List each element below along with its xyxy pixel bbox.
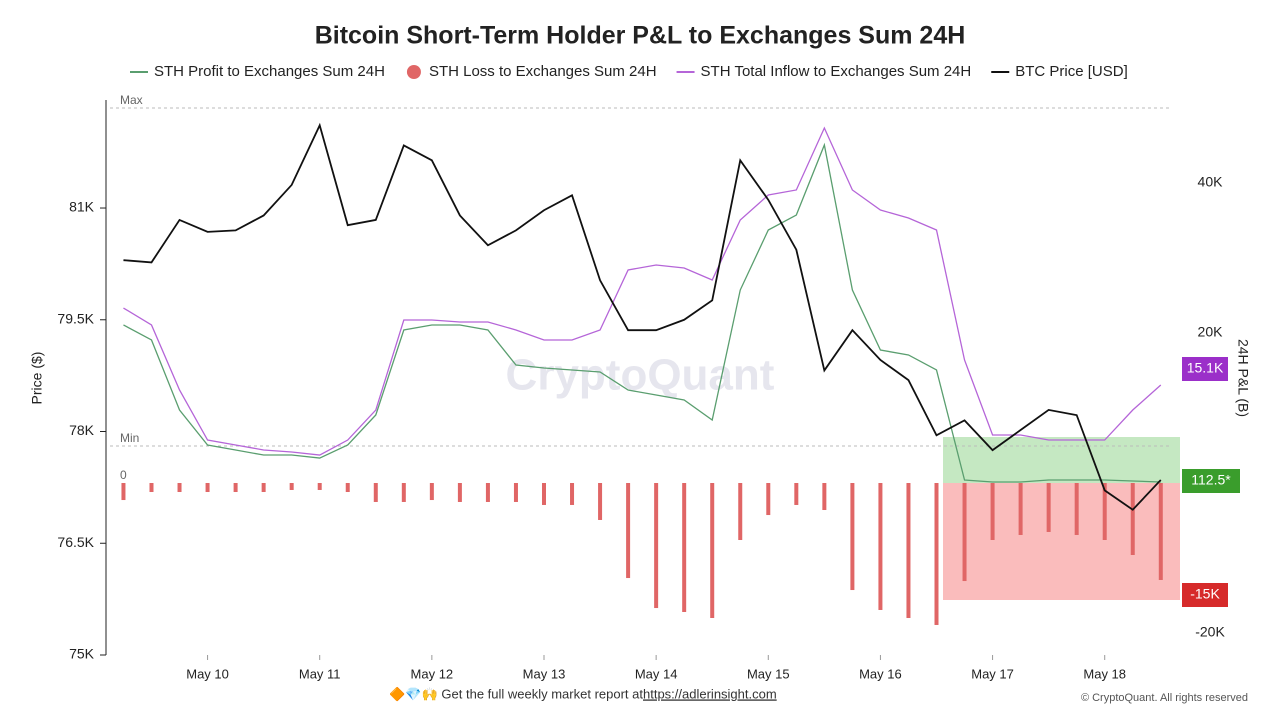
loss-bar bbox=[429, 483, 434, 501]
y-tick-label: 76.5K bbox=[57, 534, 94, 550]
x-tick-label: May 16 bbox=[859, 666, 902, 681]
max-label: Max bbox=[120, 93, 143, 107]
loss-bar bbox=[794, 483, 799, 505]
y-tick-label: 75K bbox=[69, 646, 95, 662]
x-tick-label: May 12 bbox=[411, 666, 454, 681]
x-tick-label: May 15 bbox=[747, 666, 790, 681]
y-tick-label: 79.5K bbox=[57, 310, 94, 326]
loss-bar bbox=[1102, 483, 1107, 541]
loss-bar bbox=[570, 483, 575, 505]
loss-bar bbox=[373, 483, 378, 502]
loss-bar bbox=[345, 483, 350, 493]
legend-label: STH Total Inflow to Exchanges Sum 24H bbox=[701, 63, 972, 80]
profit-zone bbox=[943, 437, 1180, 483]
loss-bar bbox=[1158, 483, 1163, 580]
y2-tick-label: 20K bbox=[1198, 324, 1224, 340]
loss-zone bbox=[943, 483, 1180, 600]
loss-tag-text: -15K bbox=[1190, 586, 1220, 602]
loss-bar bbox=[906, 483, 911, 619]
series-line bbox=[123, 126, 1162, 456]
loss-bar bbox=[934, 483, 939, 625]
y-tick-label: 81K bbox=[69, 199, 95, 215]
series-line bbox=[123, 122, 1162, 511]
loss-bar bbox=[261, 483, 266, 493]
inflow-tag bbox=[1182, 357, 1228, 381]
loss-bar bbox=[1018, 483, 1023, 535]
zero-label: 0 bbox=[120, 468, 127, 482]
loss-bar bbox=[149, 483, 154, 493]
loss-bar bbox=[513, 483, 518, 502]
copyright: © CryptoQuant. All rights reserved bbox=[1081, 692, 1248, 704]
legend-label: BTC Price [USD] bbox=[1015, 63, 1128, 80]
loss-bar bbox=[177, 483, 182, 493]
x-tick-label: May 10 bbox=[186, 666, 229, 681]
loss-bar bbox=[1046, 483, 1051, 532]
y2-axis-label: 24H P&L (B) bbox=[1235, 339, 1251, 417]
chart-title: Bitcoin Short-Term Holder P&L to Exchang… bbox=[315, 22, 966, 50]
x-tick-label: May 11 bbox=[299, 666, 341, 681]
loss-bar bbox=[205, 483, 210, 493]
profit-tag bbox=[1182, 469, 1240, 493]
loss-bar bbox=[1130, 483, 1135, 556]
legend-label: STH Profit to Exchanges Sum 24H bbox=[154, 63, 385, 80]
loss-bar bbox=[962, 483, 967, 582]
profit-tag-text: 112.5* bbox=[1191, 472, 1231, 488]
loss-bar bbox=[738, 483, 743, 541]
y-axis-label: Price ($) bbox=[29, 352, 45, 405]
loss-bar bbox=[766, 483, 771, 516]
x-tick-label: May 17 bbox=[971, 666, 1014, 681]
y-tick-label: 78K bbox=[69, 422, 95, 438]
y2-tick-label: 40K bbox=[1198, 174, 1224, 190]
loss-bar bbox=[233, 483, 238, 493]
loss-bar bbox=[878, 483, 883, 610]
x-tick-label: May 14 bbox=[635, 666, 678, 681]
loss-bar bbox=[822, 483, 827, 511]
loss-tag bbox=[1182, 583, 1228, 607]
y2-tick-label: -20K bbox=[1195, 624, 1225, 640]
loss-bar bbox=[485, 483, 490, 502]
loss-bar bbox=[990, 483, 995, 541]
legend-swatch bbox=[406, 65, 421, 79]
loss-bar bbox=[457, 483, 462, 502]
watermark: CryptoQuant bbox=[506, 351, 775, 400]
loss-bar bbox=[317, 483, 322, 490]
loss-bar bbox=[682, 483, 687, 613]
loss-bar bbox=[654, 483, 659, 609]
footer-link[interactable]: https://adlerinsight.com bbox=[643, 686, 777, 701]
series-line bbox=[123, 142, 1161, 483]
x-tick-label: May 18 bbox=[1083, 666, 1126, 681]
loss-bar bbox=[541, 483, 546, 505]
x-tick-label: May 13 bbox=[523, 666, 566, 681]
inflow-tag-text: 15.1K bbox=[1187, 360, 1224, 376]
loss-bar bbox=[598, 483, 603, 520]
min-label: Min bbox=[120, 431, 139, 445]
loss-bar bbox=[401, 483, 406, 502]
loss-bar bbox=[289, 483, 294, 490]
footer-text: 🔶💎🙌 Get the full weekly market report at bbox=[389, 686, 643, 701]
legend-label: STH Loss to Exchanges Sum 24H bbox=[429, 63, 657, 80]
loss-bar bbox=[710, 483, 715, 619]
loss-bar bbox=[850, 483, 855, 591]
loss-bar bbox=[626, 483, 631, 579]
loss-bar bbox=[121, 483, 126, 501]
loss-bar bbox=[1074, 483, 1079, 535]
